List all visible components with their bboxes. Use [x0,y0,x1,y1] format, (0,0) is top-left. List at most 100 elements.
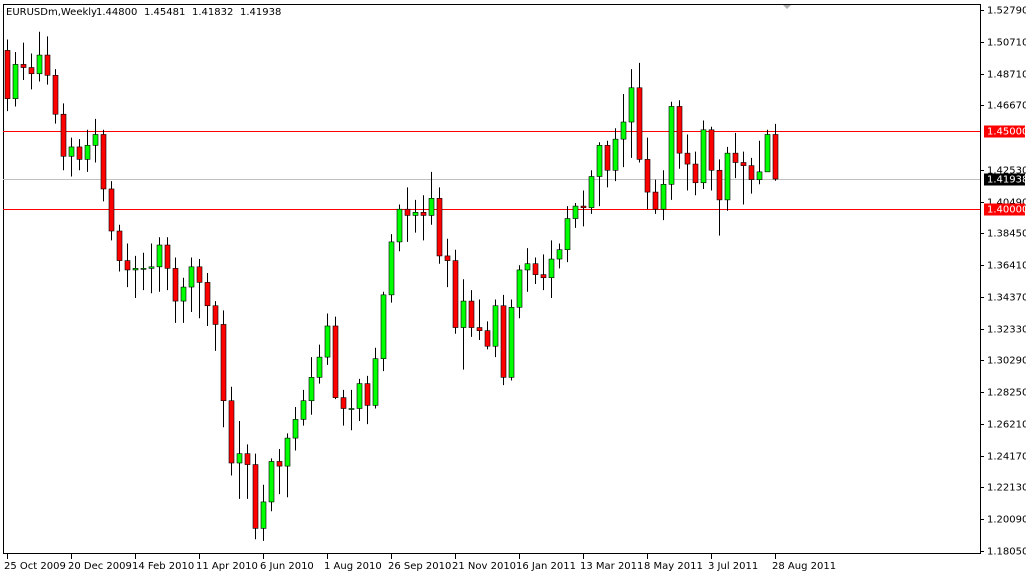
candle-body [612,138,619,171]
x-tick-label: 21 Nov 2010 [452,561,516,572]
candle-body [604,145,611,171]
candle-body [724,152,731,201]
candle-body [756,171,763,180]
ohlc-value: 1.44800 [96,7,137,18]
y-tick-label: 1.40490 [987,198,1026,209]
y-tick-label: 1.36410 [987,261,1026,272]
candle-body [140,268,147,270]
candle-body [324,325,331,358]
candle-body [108,188,115,232]
y-tick-label: 1.22130 [987,483,1026,494]
candle-body [764,134,771,173]
chart-title: EURUSDm,Weekly [6,7,97,18]
candle-body [436,198,443,257]
candle-body [692,163,699,184]
candle-body [44,54,51,76]
candle-body [492,305,499,347]
level-label: 1.45000 [987,127,1026,138]
candle-body [508,307,515,378]
candle-body [556,249,563,260]
candle-body [572,205,579,219]
candle-body [524,263,531,271]
candle-body [236,453,243,464]
candle-body [732,152,739,163]
candle-body [164,244,171,269]
candle-body [540,274,547,279]
candle-body [548,258,555,279]
candle-body [244,453,251,465]
x-tick-label: 28 Aug 2011 [772,561,836,572]
candle-body [348,408,355,410]
y-tick-label: 1.50710 [987,38,1026,49]
x-tick-label: 6 Jun 2010 [260,561,314,572]
candle-body [444,255,451,261]
candle-body [284,437,291,467]
candle-body [92,134,99,146]
ohlc-value: 1.41832 [192,7,233,18]
y-tick-label: 1.38450 [987,229,1026,240]
x-tick-label: 11 Apr 2010 [196,561,258,572]
candle-body [716,169,723,201]
candle-body [596,145,603,177]
candle-body [452,260,459,328]
candle-body [228,400,235,464]
candle-body [500,305,507,378]
candle-body [388,241,395,296]
candle-body [588,176,595,208]
candle-body [700,129,707,184]
candle-body [708,129,715,171]
candle-body [180,286,187,302]
y-tick-label: 1.48710 [987,70,1026,81]
plot-frame [3,4,981,554]
candle-body [196,266,203,283]
x-tick-label: 3 Jul 2011 [708,561,758,572]
candle-body [628,87,635,123]
x-tick-label: 16 Jan 2011 [516,561,576,572]
ohlc-value: 1.41938 [240,7,281,18]
candle-body [308,377,315,402]
y-tick-label: 1.28250 [987,388,1026,399]
candle-body [84,145,91,160]
candle-body [148,266,155,269]
candle-body [28,67,35,75]
candle-body [292,419,299,439]
y-tick-label: 1.46670 [987,101,1026,112]
candle-body [20,64,27,68]
candle-body [396,208,403,243]
candle-body [684,152,691,165]
candle-body [644,159,651,193]
candle-body [116,230,123,261]
candle-body [412,212,419,216]
candle-body [340,397,347,409]
x-tick-label: 26 Sep 2010 [388,561,451,572]
candle-body [204,282,211,307]
candle-body [620,121,627,140]
price-label-box [984,173,1025,186]
candle-body [476,327,483,331]
candle-body [172,268,179,302]
candle-body [268,461,275,503]
level-label-box [984,125,1025,138]
candle-body [772,134,779,180]
candle-body [420,212,427,216]
candle-body [260,501,267,529]
candle-body [276,461,283,467]
x-tick-label: 20 Dec 2009 [68,561,132,572]
candle-body [316,356,323,378]
candle-body [332,325,339,398]
candle-body [380,294,387,359]
candle-body [76,146,83,160]
x-tick-label: 13 Mar 2011 [580,561,643,572]
shift-marker [783,5,791,9]
y-tick-label: 1.30290 [987,356,1026,367]
candle-body [564,218,571,250]
x-tick-label: 25 Oct 2009 [4,561,66,572]
candle-body [636,87,643,160]
candle-body [36,54,43,75]
candle-body [404,208,411,216]
y-tick-label: 1.34370 [987,293,1026,304]
candle-body [660,184,667,210]
y-tick-label: 1.42530 [987,166,1026,177]
